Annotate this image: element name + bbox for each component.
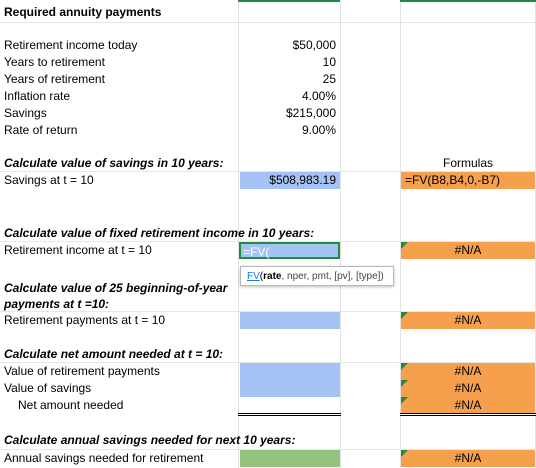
input-label[interactable]: Inflation rate xyxy=(4,89,71,103)
row-label[interactable]: Retirement income at t = 10 xyxy=(4,243,152,257)
selection-edge xyxy=(238,0,340,2)
function-hint-tooltip[interactable]: FV(rate, nper, pmt, [pv], [type]) xyxy=(240,266,394,286)
function-name-link[interactable]: FV xyxy=(247,271,260,282)
tooltip-args: , nper, pmt, [pv], [type]) xyxy=(281,271,384,282)
section-heading[interactable]: payments at t =10: xyxy=(4,297,110,311)
row-label[interactable]: Annual savings needed for retirement xyxy=(4,451,204,465)
row-divider xyxy=(0,171,536,172)
row-label[interactable]: Savings at t = 10 xyxy=(4,173,94,187)
row-divider xyxy=(0,241,536,242)
active-cell-editor[interactable]: =FV( xyxy=(239,242,340,259)
section-heading[interactable]: Calculate annual savings needed for next… xyxy=(4,433,296,447)
formula-cell[interactable]: =FV(B8,B4,0,-B7) xyxy=(401,172,535,189)
formulas-header[interactable]: Formulas xyxy=(442,156,493,170)
input-value[interactable]: 25 xyxy=(322,72,336,86)
row-label[interactable]: Net amount needed xyxy=(18,398,124,412)
input-label[interactable]: Savings xyxy=(4,106,47,120)
input-value[interactable]: $215,000 xyxy=(285,106,336,120)
row-divider xyxy=(0,362,536,363)
tooltip-current-arg: rate xyxy=(263,271,282,282)
input-value[interactable]: $50,000 xyxy=(292,38,336,52)
input-value[interactable]: 4.00% xyxy=(301,89,336,103)
error-indicator-icon xyxy=(401,397,408,404)
tooltip-open-paren: ( xyxy=(259,271,264,282)
input-label[interactable]: Years of retirement xyxy=(4,72,105,86)
double-underline xyxy=(238,413,341,416)
error-indicator-icon xyxy=(401,450,408,457)
sheet-title[interactable]: Required annuity payments xyxy=(4,5,162,19)
section-heading[interactable]: Calculate value of savings in 10 years: xyxy=(4,156,224,170)
blank-input-cell[interactable] xyxy=(240,380,340,397)
section-heading[interactable]: Calculate net amount needed at t = 10: xyxy=(4,347,224,361)
error-indicator-icon xyxy=(401,380,408,387)
result-cell[interactable]: #N/A xyxy=(401,363,535,380)
double-underline xyxy=(400,413,536,416)
blank-input-cell[interactable] xyxy=(240,312,340,329)
input-label[interactable]: Rate of return xyxy=(4,123,78,137)
column-divider xyxy=(238,0,239,468)
result-cell[interactable]: #N/A xyxy=(401,242,535,259)
input-label[interactable]: Retirement income today xyxy=(4,38,138,52)
result-cell[interactable]: #N/A xyxy=(401,380,535,397)
row-label[interactable]: Value of retirement payments xyxy=(4,364,160,378)
error-indicator-icon xyxy=(401,242,408,249)
blank-input-cell[interactable] xyxy=(240,363,340,380)
error-indicator-icon xyxy=(401,363,408,370)
row-label[interactable]: Retirement payments at t = 10 xyxy=(4,313,166,327)
result-cell[interactable]: #N/A xyxy=(401,397,535,414)
row-label[interactable]: Value of savings xyxy=(4,381,92,395)
row-divider xyxy=(0,22,536,23)
input-value[interactable]: 10 xyxy=(322,55,336,69)
column-divider xyxy=(400,0,401,468)
section-heading[interactable]: Calculate value of 25 beginning-of-year xyxy=(4,281,228,295)
error-indicator-icon xyxy=(401,312,408,319)
result-cell[interactable]: #N/A xyxy=(401,450,535,467)
result-cell[interactable]: #N/A xyxy=(401,312,535,329)
row-divider xyxy=(0,449,536,450)
column-divider xyxy=(340,0,341,468)
section-heading[interactable]: Calculate value of fixed retirement inco… xyxy=(4,226,315,240)
blank-input-cell[interactable] xyxy=(240,450,340,467)
savings-value-cell[interactable]: $508,983.19 xyxy=(240,172,340,189)
input-label[interactable]: Years to retirement xyxy=(4,55,105,69)
selection-edge xyxy=(400,0,536,2)
row-divider xyxy=(0,311,536,312)
input-value[interactable]: 9.00% xyxy=(301,123,336,137)
